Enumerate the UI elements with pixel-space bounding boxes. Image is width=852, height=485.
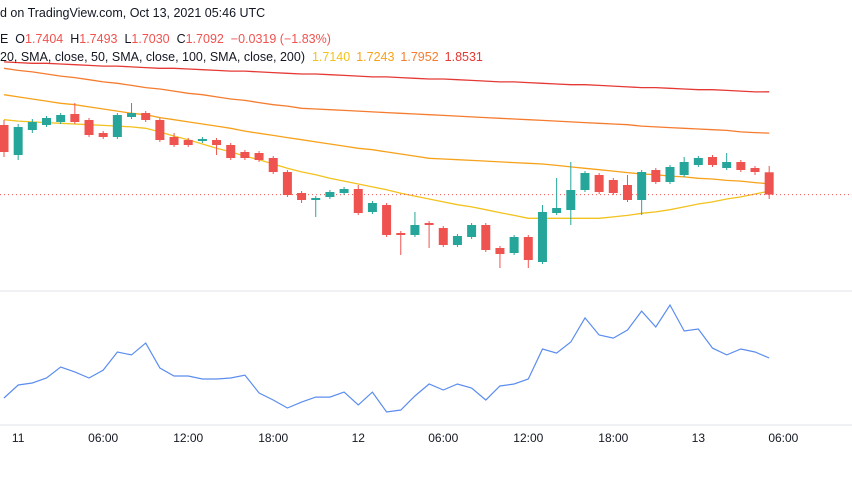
symbol: E [0,32,9,46]
candle-body [594,175,604,192]
ohlc-letter: O [15,32,26,46]
x-tick-label: 11 [12,431,25,445]
candle-body [127,113,137,117]
candle-body [523,237,533,260]
x-tick-label: 18:00 [598,431,628,445]
sma-legend: 20, SMA, close, 50, SMA, close, 100, SMA… [0,50,489,64]
candle-body [438,228,448,245]
header: d on TradingView.com, Oct 13, 2021 05:46… [0,6,265,20]
candle-body [396,233,406,235]
candle-body [452,236,462,245]
candle-body [637,172,647,200]
candle-body [169,137,179,145]
candle-body [382,205,392,235]
candle-body [566,190,576,210]
sma-values: 1.7140 1.7243 1.7952 1.8531 [312,50,489,64]
candle-body [537,212,547,262]
x-tick-label: 06:00 [88,431,118,445]
candle-body [226,145,236,158]
candle-body [736,162,746,170]
candle-body [197,139,207,141]
x-tick-label: 06:00 [428,431,458,445]
candle-body [84,120,94,135]
candle-body [410,225,420,235]
ohlc-letter: C [176,32,186,46]
candle-body [495,248,505,254]
candle-body [325,192,335,197]
ohlc-value: 1.7493 [79,32,118,46]
sma-line [3,61,770,93]
candle-body [622,185,632,200]
candle-body [693,158,703,165]
candle-body [70,114,80,122]
ohlc-letter: L [124,32,132,46]
sma-params: 20, SMA, close, 50, SMA, close, 100, SMA… [0,50,305,64]
candle-body [608,180,618,193]
indicator-line [3,303,770,413]
x-tick-label: 12:00 [173,431,203,445]
candle-body [27,122,37,130]
candle-body [424,223,434,225]
sma-value: 1.7243 [356,50,395,64]
candle-body [183,140,193,145]
candle-body [679,162,689,175]
candle-body [297,193,307,200]
candle-body [141,113,151,120]
candle-body [282,172,292,195]
x-tick-label: 12:00 [513,431,543,445]
candle-body [353,189,363,213]
candle-body [254,153,264,160]
candle-body [240,152,250,158]
x-tick-label: 12 [352,431,366,445]
candle-body [722,162,732,168]
candle-body [509,237,519,253]
sma-line [3,67,770,134]
candle-body [0,125,9,152]
sma-value: 1.8531 [444,50,483,64]
ohlc-value: 1.7404 [25,32,64,46]
candle-body [98,133,108,137]
candle-body [268,158,278,172]
candle-body [764,172,774,195]
candle-body [665,167,675,182]
ohlc-letter: H [70,32,80,46]
candle-body [580,173,590,190]
ohlc-legend: E O1.7404 H1.7493 L1.7030 C1.7092 −0.031… [0,32,331,46]
candle-body [651,170,661,182]
change: −0.0319 (−1.83%) [230,32,331,46]
sma-value: 1.7140 [311,50,351,64]
candle-body [56,115,66,122]
header-text: d on TradingView.com, Oct 13, 2021 05:46… [0,6,266,20]
candle-body [552,208,562,213]
candle-body [112,115,122,137]
sma-value: 1.7952 [400,50,439,64]
candle-body [467,225,477,237]
candle-body [750,168,760,172]
candle-body [212,140,222,145]
candle-body [311,198,321,200]
candle-body [481,225,491,250]
candle-body [42,118,52,125]
candle-body [13,127,23,155]
candle-body [339,189,349,193]
candle-body [155,120,165,140]
x-tick-label: 18:00 [258,431,288,445]
x-tick-label: 06:00 [768,431,798,445]
ohlc-value: 1.7030 [131,32,170,46]
ohlc-value: 1.7092 [185,32,224,46]
candle-body [367,203,377,212]
candle-body [708,157,717,165]
x-tick-label: 13 [692,431,706,445]
